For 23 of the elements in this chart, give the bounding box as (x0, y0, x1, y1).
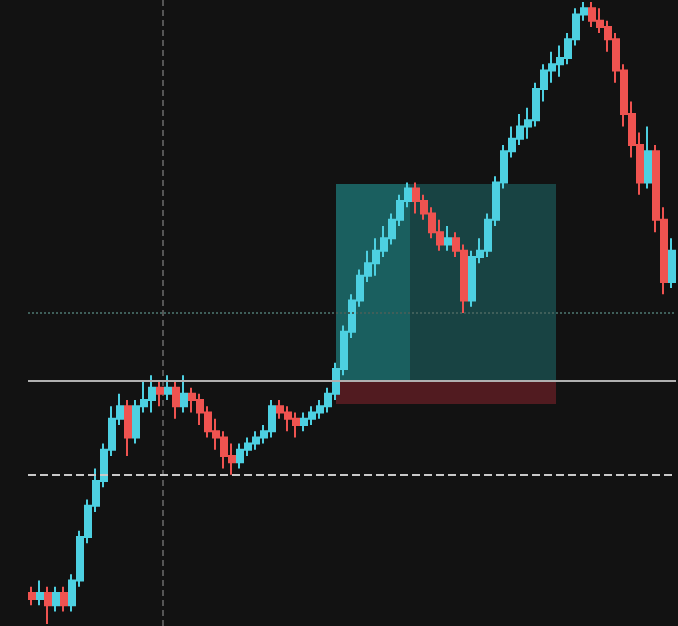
candlestick (52, 585, 60, 613)
candlestick (36, 579, 44, 607)
candlestick (148, 374, 156, 414)
candlestick (60, 585, 68, 613)
candlestick (236, 442, 244, 470)
candlestick (124, 399, 132, 458)
candlestick (164, 374, 172, 402)
candlestick (300, 411, 308, 433)
candlestick (28, 585, 36, 607)
candlestick (44, 585, 52, 625)
candlestick (668, 237, 676, 290)
candlestick (412, 181, 420, 215)
candlestick (308, 405, 316, 426)
candlestick (180, 374, 188, 414)
candlestick (644, 125, 652, 190)
candlestick (284, 405, 292, 433)
candlestick (268, 399, 276, 439)
candlestick (588, 1, 596, 28)
candlestick (252, 430, 260, 451)
candlestick (172, 380, 180, 420)
candlestick (156, 380, 164, 408)
candlestick (292, 411, 300, 439)
candlestick (444, 224, 452, 252)
